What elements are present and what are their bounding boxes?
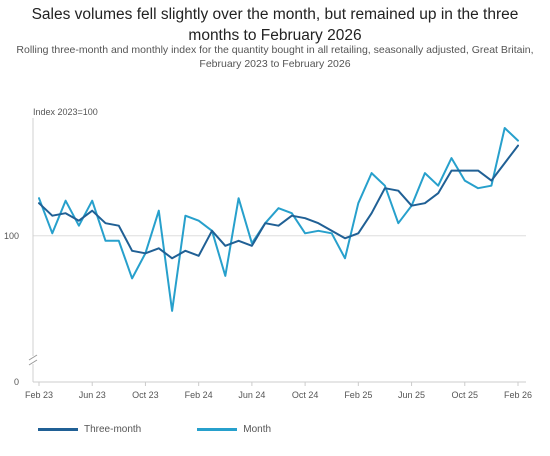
legend-swatch-three-month <box>38 428 78 431</box>
x-tick-label: Jun 25 <box>398 390 425 400</box>
legend-label-month: Month <box>243 424 272 435</box>
series-line-three-month <box>38 144 519 260</box>
x-tick-label: Jun 24 <box>238 390 265 400</box>
x-tick-label: Oct 25 <box>452 390 479 400</box>
legend-swatch-month <box>197 428 238 431</box>
y-axis-label: Index 2023=100 <box>33 107 98 117</box>
x-tick-label: Oct 24 <box>292 390 319 400</box>
y-tick-label: 0 <box>14 377 19 387</box>
chart-subtitle: Rolling three-month and monthly index fo… <box>16 44 534 70</box>
x-tick-label: Jun 23 <box>79 390 106 400</box>
x-tick-label: Feb 25 <box>344 390 372 400</box>
x-tick-label: Feb 24 <box>185 390 213 400</box>
x-tick-label: Feb 26 <box>504 390 532 400</box>
chart-title: Sales volumes fell slightly over the mon… <box>31 6 519 44</box>
legend-item-three-month: Three-month <box>38 424 141 435</box>
x-tick-label: Feb 23 <box>25 390 53 400</box>
y-tick-label: 100 <box>4 231 19 241</box>
series-line-month <box>38 127 519 312</box>
legend: Three-month Month <box>38 424 327 435</box>
legend-label-three-month: Three-month <box>84 424 142 435</box>
legend-item-month: Month <box>197 424 271 435</box>
x-tick-label: Oct 23 <box>132 390 159 400</box>
axis-break-icon <box>28 354 38 366</box>
